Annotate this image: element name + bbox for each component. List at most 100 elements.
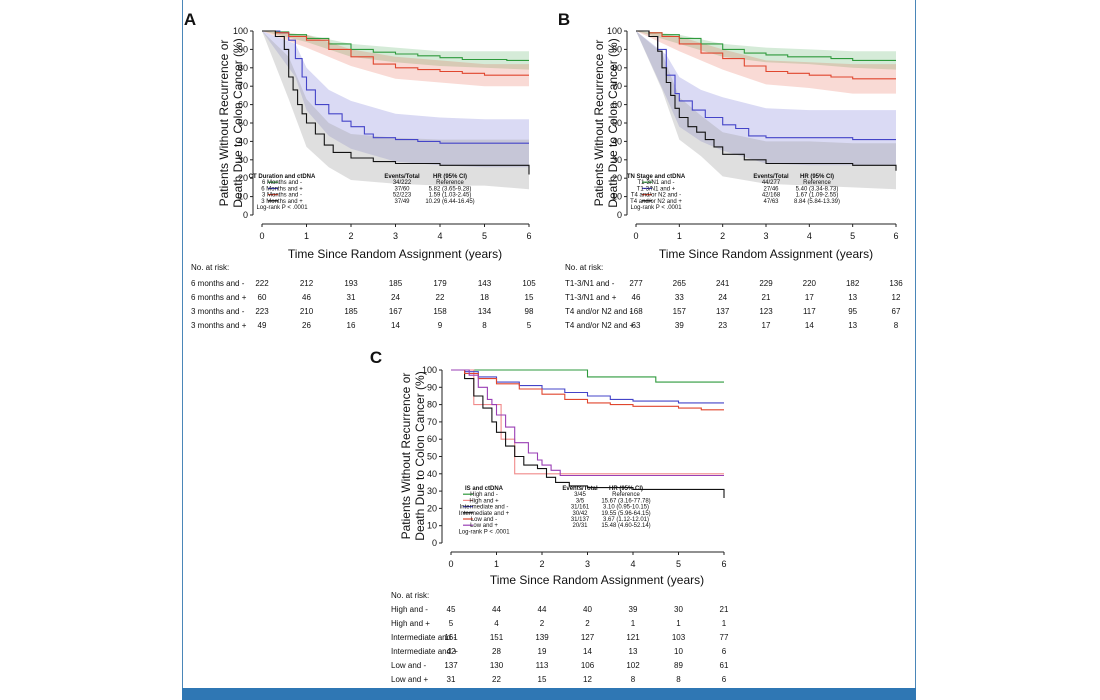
panel-b-legend-name-1: T1-3/N1 and + xyxy=(637,186,676,192)
panel-a-y-tick-label: 10 xyxy=(238,192,248,202)
panel-b-legend-hr-1: 5.40 (3.34-8.73) xyxy=(796,186,839,192)
panel-b-legend-header: Events/Total xyxy=(753,174,789,180)
panel-c-risk-value: 42 xyxy=(447,647,456,656)
panel-a-y-tick-label: 20 xyxy=(238,173,248,183)
panel-c-risk-row-label-2: Intermediate and - xyxy=(391,633,456,642)
panel-b-y-tick-label: 100 xyxy=(607,26,622,36)
panel-a-risk-value: 223 xyxy=(255,307,269,316)
panel-b-risk-value: 137 xyxy=(716,307,730,316)
panel-a-y-tick-label: 50 xyxy=(238,118,248,128)
panel-c-risk-value: 14 xyxy=(583,647,592,656)
panel-a-legend-name-3: 3 Months and + xyxy=(261,199,303,205)
panel-a-x-tick-label: 4 xyxy=(437,231,442,241)
panel-b-legend-name-3: T4 and/or N2 and + xyxy=(630,199,682,205)
panel-c-risk-value: 1 xyxy=(722,619,727,628)
panel-a-legend-events-1: 37/60 xyxy=(394,186,410,192)
panel-a-series-line-2 xyxy=(262,30,529,76)
panel-b-y-tick-label: 0 xyxy=(617,210,622,220)
panel-c-legend-events-3: 30/42 xyxy=(572,511,588,517)
panel-a-legend-name-1: 6 Months and + xyxy=(261,186,303,192)
panel-a-risk-value: 134 xyxy=(478,307,492,316)
panel-b-risk-row-label-0: T1-3/N1 and - xyxy=(565,279,615,288)
panel-b-risk-value: 24 xyxy=(718,293,727,302)
panel-a-risk-row-label-3: 3 months and + xyxy=(191,321,247,330)
panel-b-letter: B xyxy=(558,10,570,29)
panel-c-risk-row-label-0: High and - xyxy=(391,605,428,614)
panel-a-risk-value: 60 xyxy=(258,293,267,302)
panel-b-y-tick-label: 40 xyxy=(612,136,622,146)
panel-a-risk-value: 212 xyxy=(300,279,314,288)
panel-c-legend-hr-3: 19.55 (5.96-64.15) xyxy=(601,511,650,517)
panel-a-risk-value: 14 xyxy=(391,321,400,330)
panel-a-legend-footer: Log-rank P < .0001 xyxy=(256,205,308,211)
panel-c-y-tick-label: 100 xyxy=(422,365,437,375)
panel-a-y-tick-label: 40 xyxy=(238,136,248,146)
panel-c-risk-row-label-4: Low and - xyxy=(391,661,426,670)
panel-b-risk-value: 13 xyxy=(848,293,857,302)
panel-b-risk-value: 67 xyxy=(892,307,901,316)
panel-b-risk-value: 277 xyxy=(629,279,643,288)
panel-c-risk-value: 1 xyxy=(631,619,636,628)
panel-b-risk-value: 21 xyxy=(762,293,771,302)
panel-c-risk-value: 30 xyxy=(674,605,683,614)
panel-b-risk-row-label-2: T4 and/or N2 and - xyxy=(565,307,632,316)
panel-a-risk-row-label-2: 3 months and - xyxy=(191,307,245,316)
panel-b-risk-value: 168 xyxy=(629,307,643,316)
panel-c-risk-value: 21 xyxy=(720,605,729,614)
panel-b-risk-value: 241 xyxy=(716,279,730,288)
panel-a-risk-value: 24 xyxy=(391,293,400,302)
panel-a-y-tick-label: 100 xyxy=(233,26,248,36)
panel-b-x-tick-label: 0 xyxy=(633,231,638,241)
panel-c-legend-name-5: Low and + xyxy=(470,523,498,529)
panel-b-y-tick-label: 70 xyxy=(612,81,622,91)
panel-c-risk-value: 15 xyxy=(538,675,547,684)
panel-a-risk-header: No. at risk: xyxy=(191,263,229,272)
panel-a-legend-header: HR (95% CI) xyxy=(433,174,467,180)
panel-b-y-tick-label: 50 xyxy=(612,118,622,128)
panel-b-risk-value: 14 xyxy=(805,321,814,330)
panel-b-risk-value: 23 xyxy=(718,321,727,330)
panel-a-y-tick-label: 80 xyxy=(238,63,248,73)
panel-b-legend-header: HR (95% CI) xyxy=(800,174,834,180)
panel-b-risk-value: 220 xyxy=(803,279,817,288)
panel-c-risk-value: 2 xyxy=(585,619,590,628)
panel-c-y-axis-title: Patients Without Recurrence orDeath Due … xyxy=(399,371,427,540)
panel-c-x-tick-label: 3 xyxy=(585,559,590,569)
panel-c-legend-header: Events/Total xyxy=(562,486,598,492)
panel-a-x-tick-label: 0 xyxy=(259,231,264,241)
panel-b-x-axis-title: Time Since Random Assignment (years) xyxy=(659,247,873,261)
panel-b-y-tick-label: 10 xyxy=(612,192,622,202)
panel-c-y-tick-label: 80 xyxy=(427,400,437,410)
panel-c-risk-value: 39 xyxy=(629,605,638,614)
panel-a-y-tick-label: 0 xyxy=(243,210,248,220)
panel-a-risk-value: 98 xyxy=(525,307,534,316)
panel-c-risk-value: 6 xyxy=(722,647,727,656)
panel-c-risk-value: 161 xyxy=(444,633,458,642)
panel-c-risk-value: 121 xyxy=(626,633,640,642)
panel-a-x-tick-label: 2 xyxy=(348,231,353,241)
panel-c-risk-row-label-3: Intermediate and + xyxy=(391,647,458,656)
panel-c-risk-value: 28 xyxy=(492,647,501,656)
panel-b-risk-value: 33 xyxy=(675,293,684,302)
panel-c-risk-value: 139 xyxy=(535,633,549,642)
panel-b-legend-events-1: 27/46 xyxy=(763,186,779,192)
panel-a-y-axis-title: Patients Without Recurrence orDeath Due … xyxy=(217,38,245,207)
panel-a-y-tick-label: 60 xyxy=(238,100,248,110)
panel-c-risk-row-label-5: Low and + xyxy=(391,675,428,684)
panel-a-y-tick-label: 70 xyxy=(238,81,248,91)
panel-c-legend-name-0: High and - xyxy=(470,492,498,498)
panel-b-x-tick-label: 5 xyxy=(850,231,855,241)
panel-c-legend-hr-4: 3.67 (1.12-12.01) xyxy=(603,517,649,523)
panel-c-legend-name-4: Low and - xyxy=(471,517,497,523)
panel-b-legend-events-0: 44/277 xyxy=(762,180,781,186)
panel-c-letter: C xyxy=(370,348,382,367)
panel-b-y-tick-label: 30 xyxy=(612,155,622,165)
panel-b-risk-value: 12 xyxy=(892,293,901,302)
panel-b-x-tick-label: 3 xyxy=(763,231,768,241)
panel-c-risk-value: 2 xyxy=(540,619,545,628)
panel-c-x-tick-label: 5 xyxy=(676,559,681,569)
panel-a-risk-value: 105 xyxy=(522,279,536,288)
panel-c-risk-value: 8 xyxy=(631,675,636,684)
panel-c-risk-value: 5 xyxy=(449,619,454,628)
panel-b-risk-value: 39 xyxy=(675,321,684,330)
